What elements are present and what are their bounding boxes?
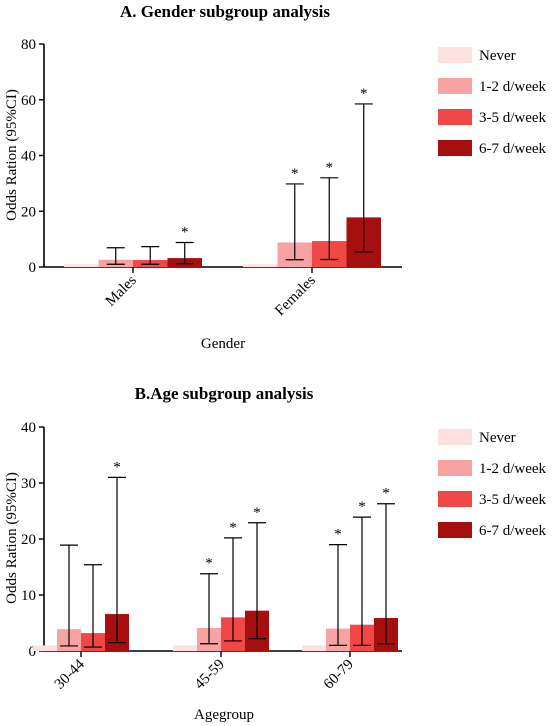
panel-a-legend-swatch	[438, 47, 472, 63]
panel-b-y-tick-label: 0	[29, 644, 37, 660]
panel-a-y-tick-label: 60	[21, 93, 36, 109]
panel-b-significance-marker: *	[358, 499, 366, 515]
panel-a-y-axis-label: Odds Ration (95%CI)	[4, 89, 20, 221]
panel-a-legend-label: 1-2 d/week	[479, 79, 547, 95]
panel-b-bar	[173, 645, 197, 651]
panel-b-legend-label: Never	[479, 430, 516, 446]
panel-a-legend-label: 3-5 d/week	[479, 110, 547, 126]
panel-b-legend-swatch	[438, 491, 472, 507]
panel-b-significance-marker: *	[113, 459, 121, 475]
panel-b-legend-swatch	[438, 522, 472, 538]
panel-b-y-axis-label: Odds Ration (95%CI)	[4, 472, 20, 604]
panel-b-significance-marker: *	[334, 527, 342, 543]
panel-b-y-tick-label: 40	[21, 420, 36, 436]
panel-a-y-tick-label: 20	[21, 204, 36, 220]
panel-a-legend-swatch	[438, 109, 472, 125]
panel-b-age: B.Age subgroup analysis Odds Ration (95%…	[4, 384, 547, 723]
panel-a-y-tick-label: 40	[21, 149, 36, 165]
panel-b-x-tick-label: 60-79	[321, 657, 357, 693]
panel-a-significance-marker: *	[181, 224, 189, 240]
panel-b-legend-label: 3-5 d/week	[479, 492, 547, 508]
panel-a-x-axis-label: Gender	[201, 336, 245, 352]
panel-a-legend-swatch	[438, 140, 472, 156]
panel-a-y-tick-label: 0	[29, 260, 37, 276]
panel-a-y-tick-label: 80	[21, 37, 36, 53]
panel-b-x-tick-label: 45-59	[192, 657, 228, 693]
panel-b-y-tick-label: 10	[21, 588, 36, 604]
panel-b-y-tick-label: 30	[21, 476, 36, 492]
panel-b-legend-label: 1-2 d/week	[479, 461, 547, 477]
panel-a-bar	[64, 264, 99, 267]
panel-b-x-axis-label: Agegroup	[194, 707, 254, 723]
panel-b-legend-swatch	[438, 429, 472, 445]
panel-a-legend-label: 6-7 d/week	[479, 141, 547, 157]
panel-a-bar	[243, 264, 278, 267]
panel-b-significance-marker: *	[229, 520, 237, 536]
panel-b-title: B.Age subgroup analysis	[135, 384, 314, 403]
panel-a-legend-label: Never	[479, 48, 516, 64]
panel-a-significance-marker: *	[291, 166, 299, 182]
panel-a-legend-swatch	[438, 78, 472, 94]
panel-b-significance-marker: *	[253, 505, 261, 521]
panel-a-x-tick-label: Males	[103, 272, 140, 309]
panel-a-gender: A. Gender subgroup analysis Odds Ration …	[4, 2, 547, 352]
panel-a-significance-marker: *	[326, 160, 334, 176]
panel-b-legend-label: 6-7 d/week	[479, 523, 547, 539]
panel-b-y-tick-label: 20	[21, 532, 36, 548]
panel-b-significance-marker: *	[382, 486, 390, 502]
panel-b-legend-swatch	[438, 460, 472, 476]
panel-b-significance-marker: *	[205, 556, 213, 572]
panel-a-x-tick-label: Females	[272, 272, 319, 319]
panel-a-title: A. Gender subgroup analysis	[120, 2, 330, 21]
panel-a-significance-marker: *	[360, 86, 368, 102]
panel-b-bar	[33, 645, 57, 651]
panel-b-bar	[302, 645, 326, 651]
panel-b-x-tick-label: 30-44	[52, 656, 88, 692]
